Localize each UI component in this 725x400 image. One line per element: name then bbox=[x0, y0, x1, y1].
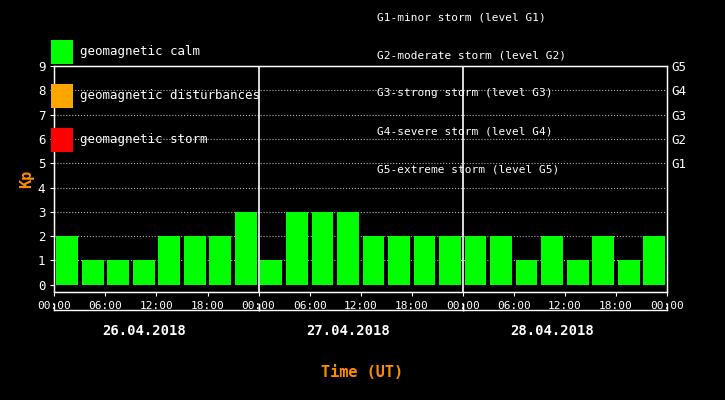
Text: G4-severe storm (level G4): G4-severe storm (level G4) bbox=[377, 126, 552, 136]
Text: G3-strong storm (level G3): G3-strong storm (level G3) bbox=[377, 88, 552, 98]
Bar bbox=[618, 260, 639, 285]
Bar bbox=[465, 236, 486, 285]
Bar bbox=[107, 260, 129, 285]
Bar bbox=[567, 260, 589, 285]
Bar bbox=[414, 236, 435, 285]
Text: 27.04.2018: 27.04.2018 bbox=[306, 324, 390, 338]
Bar bbox=[337, 212, 359, 285]
Text: 26.04.2018: 26.04.2018 bbox=[102, 324, 186, 338]
Text: geomagnetic calm: geomagnetic calm bbox=[80, 46, 200, 58]
Bar bbox=[184, 236, 206, 285]
Bar bbox=[490, 236, 512, 285]
Text: 28.04.2018: 28.04.2018 bbox=[510, 324, 594, 338]
Text: G1-minor storm (level G1): G1-minor storm (level G1) bbox=[377, 12, 546, 22]
Bar bbox=[362, 236, 384, 285]
Bar bbox=[133, 260, 154, 285]
Bar bbox=[312, 212, 334, 285]
Text: geomagnetic disturbances: geomagnetic disturbances bbox=[80, 90, 260, 102]
Bar bbox=[57, 236, 78, 285]
Bar bbox=[82, 260, 104, 285]
Bar bbox=[260, 260, 282, 285]
Bar bbox=[643, 236, 665, 285]
Bar bbox=[286, 212, 307, 285]
Bar bbox=[439, 236, 461, 285]
Bar bbox=[158, 236, 180, 285]
Y-axis label: Kp: Kp bbox=[19, 170, 33, 188]
Bar bbox=[235, 212, 257, 285]
Text: geomagnetic storm: geomagnetic storm bbox=[80, 134, 207, 146]
Bar bbox=[515, 260, 537, 285]
Text: Time (UT): Time (UT) bbox=[321, 365, 404, 380]
Bar bbox=[388, 236, 410, 285]
Bar bbox=[542, 236, 563, 285]
Bar bbox=[592, 236, 614, 285]
Text: G5-extreme storm (level G5): G5-extreme storm (level G5) bbox=[377, 164, 559, 174]
Text: G2-moderate storm (level G2): G2-moderate storm (level G2) bbox=[377, 50, 566, 60]
Bar bbox=[210, 236, 231, 285]
